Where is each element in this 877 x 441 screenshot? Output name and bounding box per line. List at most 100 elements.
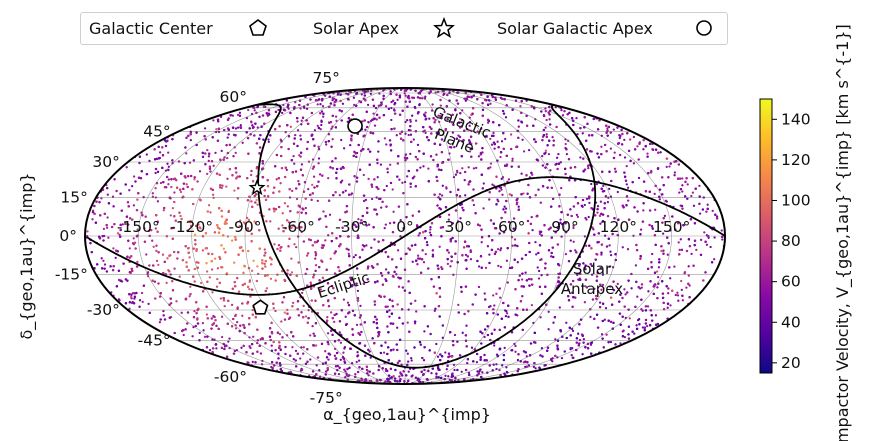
scatter-point: [319, 128, 322, 131]
scatter-point: [173, 191, 176, 194]
scatter-point: [281, 111, 284, 115]
scatter-point: [209, 211, 212, 214]
scatter-point: [489, 102, 492, 105]
scatter-point: [409, 185, 412, 189]
scatter-point: [557, 152, 560, 156]
scatter-point: [154, 187, 157, 190]
scatter-point: [326, 316, 329, 319]
scatter-point: [132, 204, 136, 207]
scatter-point: [256, 203, 259, 206]
scatter-point: [111, 195, 115, 198]
scatter-point: [167, 151, 170, 154]
scatter-point: [234, 127, 238, 130]
scatter-point: [470, 346, 474, 349]
scatter-point: [452, 273, 455, 276]
scatter-point: [627, 199, 630, 202]
scatter-point: [198, 331, 201, 335]
scatter-point: [504, 137, 507, 141]
scatter-point: [319, 103, 322, 106]
scatter-point: [352, 255, 356, 259]
scatter-point: [334, 115, 338, 118]
scatter-point: [583, 235, 587, 238]
scatter-point: [102, 259, 105, 262]
scatter-point: [554, 338, 557, 341]
scatter-point: [232, 155, 235, 158]
scatter-point: [666, 253, 669, 256]
scatter-point: [373, 124, 377, 127]
scatter-point: [680, 288, 683, 292]
scatter-point: [511, 157, 514, 160]
scatter-point: [422, 165, 425, 168]
scatter-point: [419, 343, 422, 346]
scatter-point: [565, 152, 569, 156]
scatter-point: [338, 193, 341, 197]
scatter-point: [247, 229, 250, 232]
scatter-point: [489, 162, 493, 165]
scatter-point: [423, 330, 426, 333]
scatter-point: [483, 335, 486, 339]
scatter-point: [185, 183, 188, 186]
scatter-point: [600, 253, 603, 256]
scatter-point: [498, 190, 501, 193]
scatter-point: [238, 111, 242, 114]
scatter-point: [530, 303, 534, 307]
scatter-point: [469, 258, 473, 261]
scatter-point: [386, 305, 389, 308]
scatter-point: [665, 165, 668, 169]
scatter-point: [241, 314, 244, 317]
scatter-point: [193, 178, 196, 181]
scatter-point: [576, 215, 580, 219]
scatter-point: [249, 173, 253, 177]
scatter-point: [626, 186, 630, 189]
scatter-point: [489, 137, 492, 141]
scatter-point: [185, 152, 188, 155]
scatter-point: [480, 241, 483, 244]
scatter-point: [248, 287, 251, 291]
scatter-point: [678, 248, 681, 252]
scatter-point: [381, 274, 384, 277]
scatter-point: [407, 133, 410, 137]
scatter-point: [720, 229, 723, 232]
scatter-point: [654, 314, 658, 317]
scatter-point: [355, 360, 358, 364]
scatter-point: [141, 300, 144, 304]
scatter-point: [422, 359, 426, 362]
scatter-point: [636, 145, 639, 148]
scatter-point: [100, 257, 103, 260]
scatter-point: [664, 199, 667, 202]
scatter-point: [496, 140, 499, 143]
scatter-point: [367, 177, 370, 181]
scatter-point: [507, 178, 511, 181]
scatter-point: [437, 114, 440, 117]
scatter-point: [576, 133, 579, 136]
scatter-point: [147, 302, 150, 306]
scatter-point: [501, 364, 504, 367]
scatter-point: [632, 135, 636, 139]
scatter-point: [673, 265, 676, 268]
scatter-point: [248, 279, 252, 282]
scatter-point: [537, 188, 540, 191]
scatter-point: [362, 173, 365, 177]
scatter-point: [128, 189, 131, 192]
scatter-point: [470, 142, 473, 145]
scatter-point: [518, 274, 521, 277]
scatter-point: [267, 140, 270, 144]
scatter-point: [226, 177, 229, 180]
scatter-point: [457, 134, 460, 137]
scatter-point: [372, 112, 375, 115]
scatter-point: [636, 295, 639, 298]
scatter-point: [130, 184, 134, 188]
scatter-point: [167, 183, 170, 186]
scatter-point: [136, 228, 139, 231]
scatter-point: [292, 154, 295, 158]
scatter-point: [449, 265, 452, 268]
scatter-point: [167, 178, 170, 181]
scatter-point: [594, 294, 598, 298]
scatter-point: [169, 214, 172, 217]
scatter-point: [336, 364, 340, 368]
scatter-point: [478, 224, 482, 227]
scatter-point: [516, 261, 519, 264]
scatter-point: [599, 200, 603, 203]
scatter-point: [273, 243, 276, 246]
scatter-point: [438, 193, 442, 196]
